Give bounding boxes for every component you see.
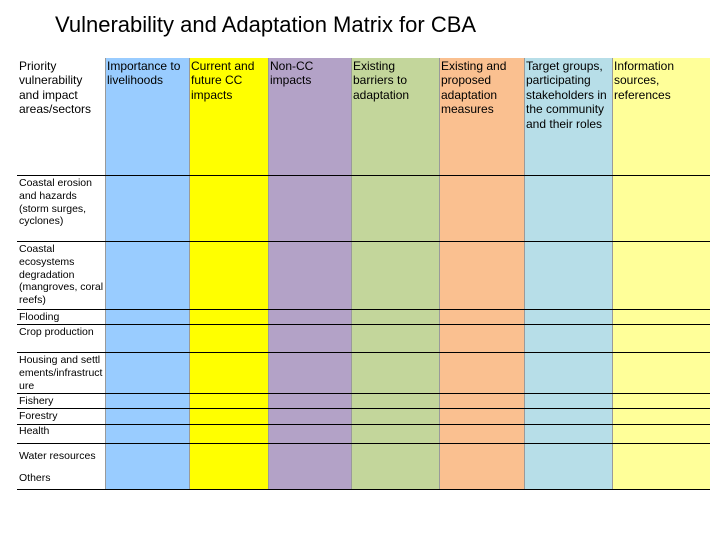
row-label-forestry: Forestry <box>19 410 58 422</box>
column-header-information-sources: Information sources, references <box>614 59 675 102</box>
column-non-cc-impacts: Non-CC impacts <box>268 58 351 490</box>
column-header-adaptation-measures: Existing and proposed adaptation measure… <box>441 59 507 117</box>
column-barriers: Existing barriers to adaptation <box>351 58 439 490</box>
row-divider <box>17 241 710 242</box>
row-label-crop-production: Crop production <box>19 326 94 338</box>
row-divider <box>17 489 710 490</box>
row-label-housing: Housing and settlements/infrastructure <box>19 354 103 392</box>
row-divider <box>17 309 710 310</box>
row-label-others: Others <box>19 472 51 484</box>
row-label-fishery: Fishery <box>19 395 54 407</box>
column-header-importance-livelihoods: Importance to livelihoods <box>107 59 181 88</box>
column-divider <box>189 58 190 490</box>
column-priority-areas: Priority vulnerability and impact areas/… <box>17 58 105 490</box>
column-adaptation-measures: Existing and proposed adaptation measure… <box>439 58 524 490</box>
column-target-groups: Target groups, participating stakeholder… <box>524 58 612 490</box>
column-divider <box>612 58 613 490</box>
row-divider <box>17 393 710 394</box>
column-cc-impacts: Current and future CC impacts <box>189 58 268 490</box>
row-divider <box>17 408 710 409</box>
column-divider <box>105 58 106 490</box>
vulnerability-matrix: Priority vulnerability and impact areas/… <box>17 58 710 490</box>
page-title: Vulnerability and Adaptation Matrix for … <box>55 12 477 37</box>
row-divider <box>17 324 710 325</box>
column-divider <box>439 58 440 490</box>
row-label-health: Health <box>19 425 50 437</box>
column-header-priority-areas: Priority vulnerability and impact areas/… <box>19 59 92 117</box>
column-header-barriers: Existing barriers to adaptation <box>353 59 410 102</box>
row-label-coastal-erosion: Coastal erosion and hazards (storm surge… <box>19 177 92 228</box>
column-header-non-cc-impacts: Non-CC impacts <box>270 59 314 88</box>
row-label-water-resources: Water resources <box>19 450 96 462</box>
column-information-sources: Information sources, references <box>612 58 710 490</box>
row-label-flooding: Flooding <box>19 311 60 323</box>
row-divider <box>17 352 710 353</box>
column-header-target-groups: Target groups, participating stakeholder… <box>526 59 607 131</box>
column-divider <box>268 58 269 490</box>
column-divider <box>351 58 352 490</box>
row-label-coastal-ecosystems: Coastal ecosystems degradation (mangrove… <box>19 243 104 307</box>
column-divider <box>524 58 525 490</box>
row-divider <box>17 424 710 425</box>
row-divider <box>17 175 710 176</box>
row-divider <box>17 443 710 444</box>
column-header-cc-impacts: Current and future CC impacts <box>191 59 255 102</box>
column-importance-livelihoods: Importance to livelihoods <box>105 58 189 490</box>
